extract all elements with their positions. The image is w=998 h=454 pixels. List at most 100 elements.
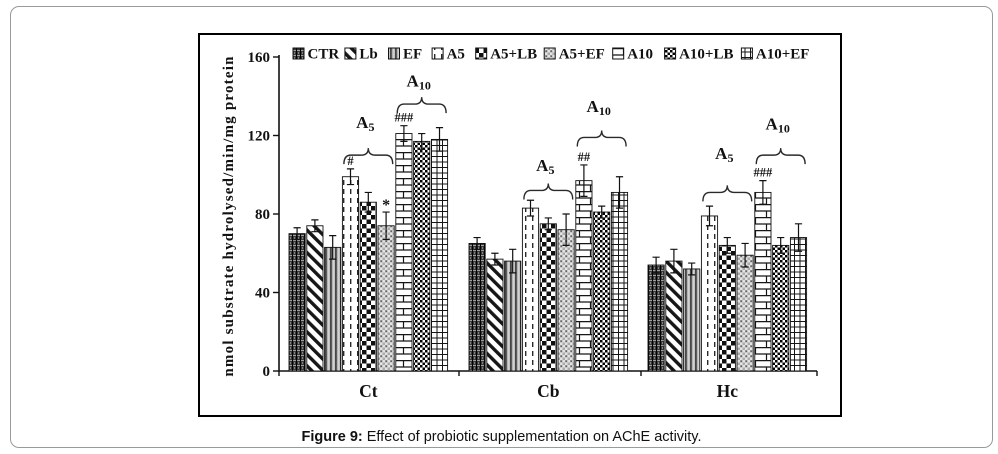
legend-item-EF: EF [388,47,422,63]
bar-A5-Hc [700,215,719,372]
error-bar-A10+LB-Ct [418,132,426,150]
error-bar-EF-Hc [688,262,696,276]
error-bar-A5+LB-Hc [723,236,731,254]
gray-checker-dots-swatch-icon [543,47,556,60]
bar-A10-Hc [754,191,772,372]
category-label: Cb [537,381,560,401]
bracket-brace [523,183,574,200]
bracket-brace [576,130,627,147]
bracket-label: A10 [766,115,790,136]
bracket-brace [343,148,394,165]
bar-A5+EF-Hc [736,254,754,372]
significance-annotation: # [347,154,354,168]
error-bar-A10-Cb [580,164,588,197]
grid-swatch-icon [740,47,753,60]
legend-label: A10+LB [679,47,733,63]
legend-item-A5: A5 [431,47,465,63]
bracket-label: A5 [356,113,374,134]
bar-A10+EF-Ct [430,138,449,372]
error-bar-A10-Hc [759,180,767,205]
bar-A10+LB-Ct [413,140,431,372]
significance-annotation: ### [754,166,774,180]
legend-item-A5+EF: A5+EF [543,47,605,63]
error-bar-Lb-Hc [670,248,678,274]
error-bar-A10+EF-Hc [794,223,803,252]
bar-Lb-Hc [665,260,683,372]
y-axis-title: nmol substrate hydrolysed/min/mg protein [221,55,237,376]
error-bar-A5-Hc [705,205,714,227]
figure-card: 0 40 80 120 160 nmol substrate hydrolysed/min… [10,6,993,448]
error-bar-A5+LB-Cb [544,217,552,231]
legend-label: A5 [447,47,465,63]
brick-swatch-icon [612,47,625,60]
bracket-label: A5 [536,156,554,177]
error-bar-A5+LB-Ct [364,191,372,213]
bar-CTR-Ct [288,233,306,372]
bar-CTR-Hc [647,264,665,372]
bracket-label: A10 [407,72,431,93]
error-bar-CTR-Cb [473,236,481,250]
bracket-label: A10 [587,97,611,118]
legend-label: CTR [308,47,340,63]
significance-annotation: ### [395,111,415,125]
error-bar-EF-Cb [509,248,517,274]
checkerboard-swatch-icon [475,47,488,60]
bar-A10+EF-Hc [789,237,808,372]
y-tick-label: 120 [248,129,271,145]
legend-item-A5+LB: A5+LB [475,47,537,63]
significance-annotation: * [382,197,390,214]
legend-label: A5+EF [559,47,605,63]
figure-caption: Figure 9: Effect of probiotic supplement… [11,429,992,445]
error-bar-A10+LB-Hc [777,236,785,254]
error-bar-EF-Ct [329,234,337,260]
small-checkerboard-swatch-icon [664,47,677,60]
bar-A5+LB-Cb [539,223,557,372]
category-label: Hc [717,381,739,401]
bar-A5-Cb [521,207,540,372]
bar-A5+EF-Cb [557,229,575,372]
bar-Lb-Cb [486,258,504,372]
legend-label: A10 [627,47,653,63]
error-bar-A10-Ct [400,125,408,142]
category-label: Ct [359,381,378,401]
bar-A5-Ct [341,176,360,372]
error-bar-CTR-Hc [652,256,660,274]
y-tick-label: 40 [255,286,270,302]
bar-A10+EF-Cb [610,191,629,372]
error-bar-A5+EF-Cb [562,213,570,246]
error-bar-A5-Cb [526,199,535,217]
bar-A5+EF-Ct [377,225,395,372]
y-tick-label: 0 [263,364,271,380]
error-bar-A10+EF-Cb [615,176,624,209]
vertical-bars-swatch-icon [388,47,400,60]
bar-EF-Cb [504,260,522,372]
legend-item-CTR: CTR [292,47,340,63]
error-bar-A5+EF-Ct [382,211,390,241]
bar-A10+LB-Cb [593,211,611,372]
legend-label: A5+LB [490,47,537,63]
legend-label: A10+EF [756,47,810,63]
chart-area: 0 40 80 120 160 nmol substrate hydrolysed/min… [198,33,842,417]
bar-EF-Ct [324,246,342,372]
error-bar-Lb-Ct [311,219,319,233]
ache-activity-bar-chart: 0 40 80 120 160 nmol substrate hydrolysed/min… [221,47,818,401]
legend-label: EF [403,47,422,63]
bracket-label: A5 [715,144,733,165]
legend-label: Lb [359,47,377,63]
caption-label: Figure 9: [301,429,363,445]
bracket-brace [755,148,806,165]
y-tick-label: 160 [248,50,271,66]
bar-A5+LB-Hc [718,244,736,372]
dark-weave-swatch-icon [292,47,305,60]
bar-EF-Hc [683,268,701,372]
significance-annotation: ## [578,150,591,164]
caption-text: Effect of probiotic supplementation on A… [362,429,702,445]
bar-Lb-Ct [306,225,324,372]
y-tick-label: 80 [255,207,270,223]
error-bar-A5-Ct [346,168,355,186]
bar-A10-Cb [575,180,593,372]
error-bar-A5+EF-Hc [741,242,749,268]
bar-A5+LB-Ct [359,201,377,372]
error-bar-A10+LB-Cb [598,205,606,219]
